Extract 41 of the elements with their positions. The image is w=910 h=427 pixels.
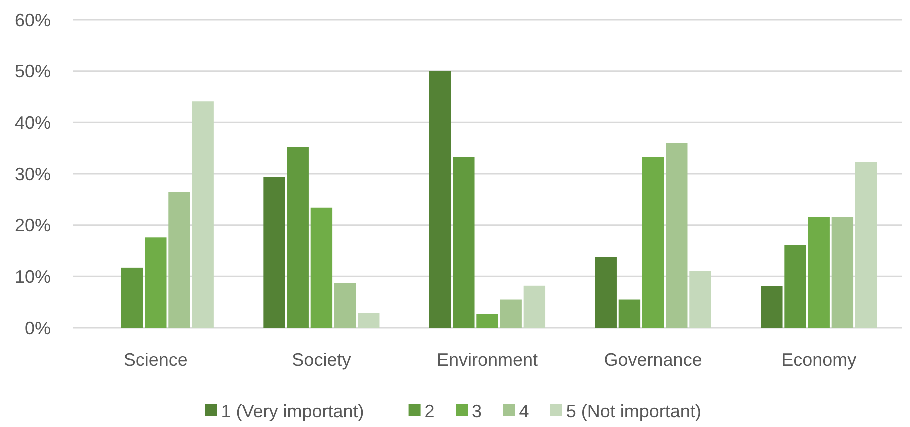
bar (595, 257, 617, 328)
bar (761, 286, 783, 328)
bar (192, 102, 214, 328)
legend-label: 4 (519, 401, 530, 422)
legend-label: 5 (Not important) (566, 401, 702, 422)
x-tick-label: Economy (782, 350, 857, 370)
bar (642, 157, 664, 328)
bar (429, 71, 452, 328)
y-tick-label: 10% (14, 266, 51, 287)
bar (168, 192, 190, 328)
bar (121, 268, 144, 328)
bar (808, 217, 830, 328)
x-tick-label: Science (124, 350, 188, 370)
legend-label: 3 (472, 401, 482, 422)
x-tick-label: Society (292, 350, 352, 370)
bar (855, 162, 878, 328)
bar (666, 143, 688, 328)
legend-label: 2 (424, 401, 435, 422)
y-tick-label: 20% (14, 216, 51, 236)
bar (358, 313, 380, 328)
y-tick-label: 0% (24, 318, 51, 338)
bar (784, 245, 806, 328)
bar (287, 147, 309, 328)
bar (618, 300, 641, 328)
bar (476, 314, 498, 328)
bar (500, 300, 522, 328)
bar (453, 157, 475, 328)
y-tick-label: 30% (14, 164, 51, 184)
bar (145, 238, 167, 328)
y-tick-label: 50% (14, 62, 51, 82)
bar (334, 283, 356, 328)
x-tick-label: Environment (436, 350, 538, 370)
bar (310, 208, 333, 328)
y-tick-label: 60% (14, 10, 51, 30)
y-tick-label: 40% (14, 112, 51, 133)
bar (832, 217, 854, 328)
bar (524, 286, 546, 328)
legend-label: 1 (Very important) (221, 401, 364, 422)
x-tick-label: Governance (604, 350, 702, 370)
bar (690, 271, 712, 328)
bar (264, 177, 286, 328)
